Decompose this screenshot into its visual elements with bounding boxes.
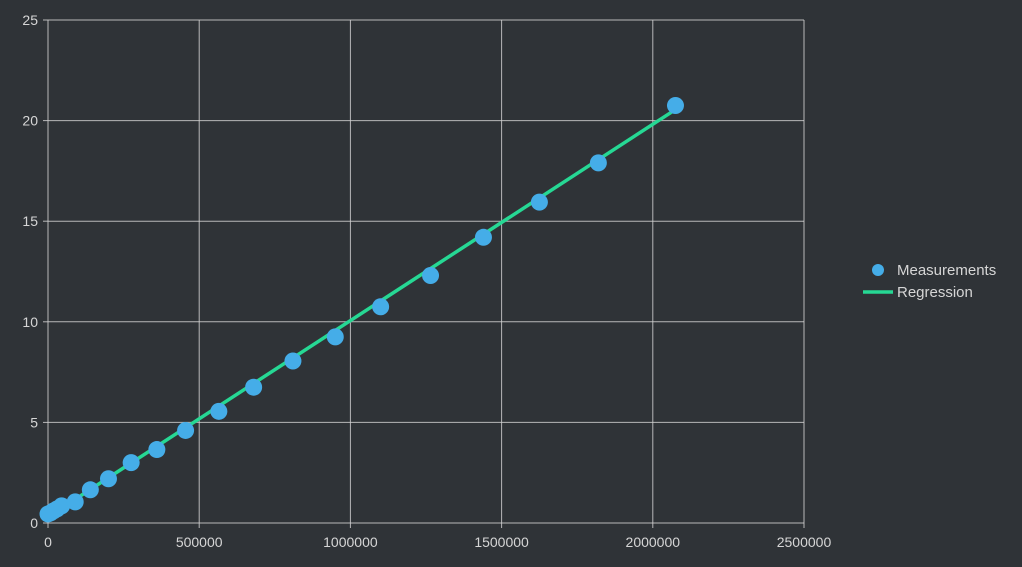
measurement-point	[372, 298, 390, 316]
legend-measurements-swatch	[872, 264, 884, 276]
regression-line	[46, 107, 678, 519]
y-tick-label: 20	[22, 113, 38, 129]
measurement-point	[474, 228, 492, 246]
measurement-point	[530, 193, 548, 211]
x-tick-label: 0	[44, 534, 52, 550]
y-tick-label: 25	[22, 12, 38, 28]
measurement-point	[422, 267, 440, 285]
grid	[43, 19, 805, 528]
measurement-point	[81, 481, 99, 499]
measurement-point	[210, 402, 228, 420]
measurement-point	[245, 378, 263, 396]
measurement-point	[99, 470, 117, 488]
x-tick-label: 2000000	[626, 534, 681, 550]
y-tick-label: 10	[22, 314, 38, 330]
x-tick-label: 500000	[176, 534, 223, 550]
y-tick-label: 15	[22, 213, 38, 229]
measurement-series	[39, 97, 684, 523]
y-tick-label: 0	[30, 515, 38, 531]
legend-label: Measurements	[897, 262, 996, 279]
measurement-point	[53, 497, 71, 515]
measurement-point	[122, 454, 140, 472]
regression-series	[46, 107, 678, 519]
x-tick-label: 2500000	[777, 534, 832, 550]
legend: Measurements Regression	[863, 262, 996, 301]
measurement-point	[66, 493, 84, 511]
measurement-point	[666, 97, 684, 115]
y-tick-label: 5	[30, 414, 38, 430]
legend-label: Regression	[897, 284, 973, 301]
x-tick-label: 1000000	[323, 534, 378, 550]
measurement-point	[148, 441, 166, 459]
measurement-point	[284, 352, 302, 370]
measurement-point	[326, 328, 344, 346]
measurement-point	[589, 154, 607, 172]
tick-labels: 0 500000 1000000 1500000 2000000 2500000 0 5 10 1…	[22, 12, 831, 550]
x-tick-label: 1500000	[474, 534, 529, 550]
measurement-point	[177, 421, 195, 439]
